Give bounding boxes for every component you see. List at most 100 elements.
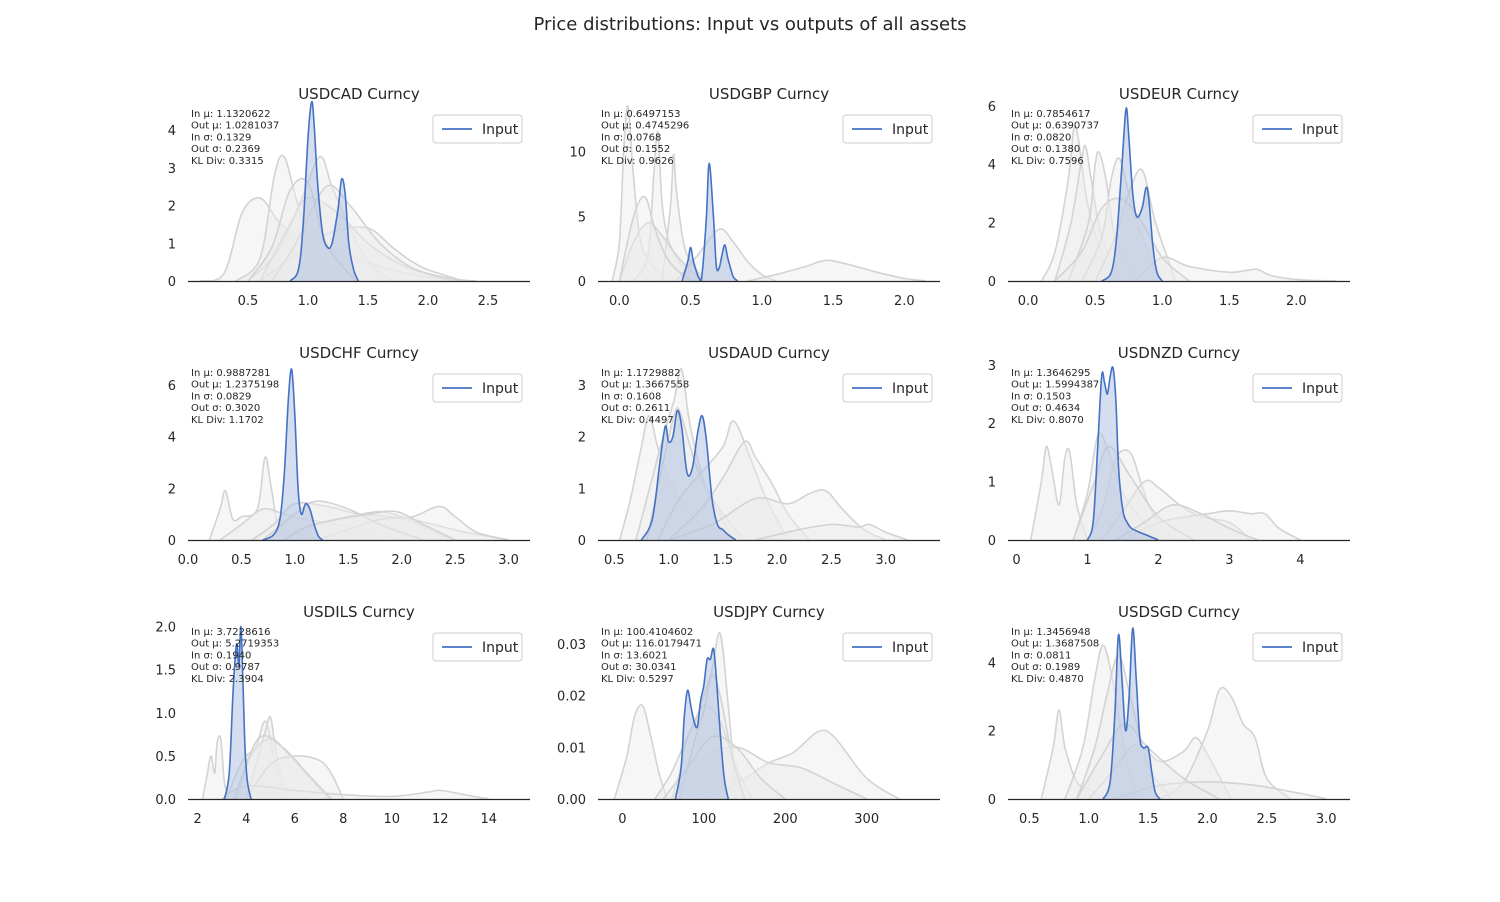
y-tick-label: 2 (988, 417, 996, 432)
output-density-fill (246, 755, 344, 799)
stats-annotation: Out μ: 1.2375198 (191, 380, 279, 391)
y-tick-label: 0 (168, 275, 176, 290)
x-tick-label: 2 (194, 812, 202, 827)
output-density-fill (619, 222, 705, 281)
output-density-fill (316, 506, 509, 540)
subplot-title: USDCAD Curncy (298, 85, 420, 103)
legend: Input (842, 373, 933, 403)
stats-annotation: KL Div: 0.5297 (601, 674, 674, 685)
x-tick-label: 1.0 (658, 553, 679, 568)
x-tick-label: 2.0 (1286, 294, 1307, 309)
legend-box (432, 114, 523, 144)
stats-annotation: In μ: 1.1320622 (191, 109, 270, 120)
legend-box (1252, 632, 1343, 662)
output-density-fill (221, 785, 489, 799)
y-tick-label: 0 (988, 793, 996, 808)
output-density-line (668, 489, 887, 541)
y-tick-label: 1 (988, 476, 996, 491)
output-density-line (271, 184, 465, 282)
legend: Input (432, 632, 523, 662)
x-tick-label: 1.5 (713, 553, 734, 568)
x-tick-label: 2.0 (418, 294, 439, 309)
stats-annotation: In σ: 0.0768 (601, 132, 661, 143)
output-density-fill (209, 456, 295, 540)
output-density-fill (619, 196, 691, 281)
y-tick-label: 2 (168, 200, 176, 215)
x-tick-label: 0.5 (238, 294, 259, 309)
output-density-fill (1030, 446, 1088, 540)
output-density-line (245, 715, 296, 800)
output-density-fill (1112, 781, 1327, 799)
x-tick-label: 100 (691, 812, 716, 827)
x-tick-label: 8 (339, 812, 347, 827)
y-tick-label: 0 (578, 275, 586, 290)
subplot: 0 100 200 300 0.00 0.01 0.02 0.03 USDJPY Curncy I… (557, 603, 940, 827)
x-tick-label: 2.0 (391, 553, 412, 568)
output-density-fill (1122, 510, 1301, 540)
output-density-line (208, 456, 296, 541)
output-density-line (1122, 510, 1301, 541)
input-density-fill (262, 368, 323, 540)
subplot-title: USDILS Curncy (303, 603, 415, 621)
legend-box (1252, 114, 1343, 144)
output-density-fill (1115, 504, 1258, 540)
x-tick-label: 2.5 (445, 553, 466, 568)
stats-annotation: Out σ: 0.1380 (1011, 144, 1080, 155)
legend-label: Input (892, 122, 929, 138)
stats-annotation: Out σ: 0.2611 (601, 403, 670, 414)
stats-annotation: In σ: 0.0820 (1011, 132, 1071, 143)
x-tick-label: 1 (1083, 553, 1091, 568)
x-tick-label: 12 (432, 812, 449, 827)
legend: Input (1252, 373, 1343, 403)
subplot-title: USDSGD Curncy (1118, 603, 1240, 621)
subplot: 0.0 0.5 1.0 1.5 2.0 2.5 3.0 0 2 4 6 USDCHF Curncy In… (168, 344, 530, 568)
stats-annotation: In σ: 0.1608 (601, 391, 661, 402)
stats-annotation: Out μ: 0.4745296 (601, 121, 689, 132)
y-tick-label: 3 (988, 359, 996, 374)
input-density-fill (675, 648, 729, 799)
y-tick-label: 1 (168, 237, 176, 252)
y-tick-label: 10 (569, 146, 586, 161)
legend-label: Input (482, 122, 519, 138)
output-density-line (1134, 256, 1337, 282)
legend-label: Input (482, 640, 519, 656)
x-tick-label: 300 (854, 812, 879, 827)
stats-annotation: In μ: 0.7854617 (1011, 109, 1090, 120)
output-density-line (247, 155, 393, 282)
x-tick-label: 3.0 (498, 553, 519, 568)
y-tick-label: 0 (168, 534, 176, 549)
legend-label: Input (482, 381, 519, 397)
x-tick-label: 0.5 (231, 553, 252, 568)
legend: Input (432, 373, 523, 403)
legend-box (842, 373, 933, 403)
y-tick-label: 2.0 (155, 621, 176, 636)
output-density-line (675, 228, 777, 282)
x-tick-label: 1.5 (338, 553, 359, 568)
output-density-line (247, 177, 357, 282)
y-tick-label: 4 (168, 431, 176, 446)
output-density-line (611, 105, 670, 282)
input-density-line (1086, 366, 1159, 541)
stats-annotation: KL Div: 0.4497 (601, 415, 674, 426)
stats-annotation: Out μ: 5.2719353 (191, 639, 279, 650)
stats-annotation: In σ: 0.0829 (191, 391, 251, 402)
output-density-line (1094, 168, 1177, 282)
output-density-fill (284, 511, 456, 540)
x-tick-label: 2.5 (1257, 812, 1278, 827)
x-tick-label: 0.5 (1085, 294, 1106, 309)
stats-annotation: In μ: 100.4104602 (601, 627, 693, 638)
x-tick-label: 0.0 (1018, 294, 1039, 309)
x-tick-label: 200 (773, 812, 798, 827)
x-tick-label: 1.0 (752, 294, 773, 309)
x-tick-label: 0.5 (604, 553, 625, 568)
legend: Input (432, 114, 523, 144)
x-tick-label: 3.0 (1316, 812, 1337, 827)
y-tick-label: 0.01 (557, 741, 586, 756)
stats-annotation: In μ: 0.6497153 (601, 109, 680, 120)
output-density-line (1112, 781, 1327, 800)
y-tick-label: 6 (988, 100, 996, 115)
y-tick-label: 5 (578, 210, 586, 225)
x-tick-label: 2.0 (1197, 812, 1218, 827)
